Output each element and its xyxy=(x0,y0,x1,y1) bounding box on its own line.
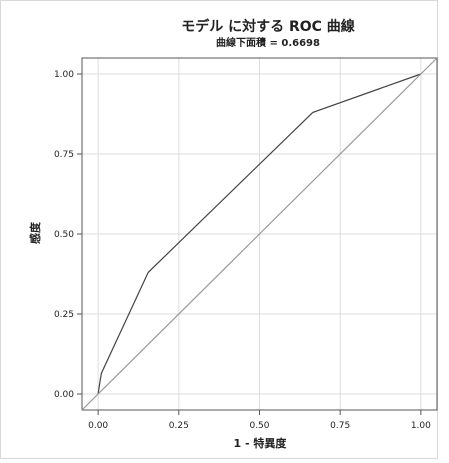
chart-border xyxy=(0,0,438,459)
reference-diagonal-line xyxy=(81,57,438,411)
y-tick-label-3: 0.75 xyxy=(54,150,74,160)
series-layer xyxy=(81,57,438,411)
y-tick-label-0: 0.00 xyxy=(54,390,74,400)
x-tick-label-1: 0.25 xyxy=(169,421,189,431)
y-tick-label-4: 1.00 xyxy=(54,70,74,80)
roc-curve-line xyxy=(97,73,422,395)
y-tick-label-1: 0.25 xyxy=(54,310,74,320)
x-tick-label-0: 0.00 xyxy=(88,421,108,431)
y-axis-label: 感度 xyxy=(28,221,42,244)
x-axis-ticks: 0.00 0.25 0.50 0.75 1.00 xyxy=(88,410,431,431)
y-axis-ticks: 0.00 0.25 0.50 0.75 1.00 xyxy=(54,70,82,400)
grid-lines xyxy=(82,58,437,410)
chart-title: モデル に対する ROC 曲線 xyxy=(181,18,355,35)
y-tick-label-2: 0.50 xyxy=(54,230,74,240)
x-axis-label: 1 - 特異度 xyxy=(234,436,288,450)
x-tick-label-3: 0.75 xyxy=(330,421,350,431)
chart-subtitle: 曲線下面積 = 0.6698 xyxy=(216,36,320,49)
x-tick-label-4: 1.00 xyxy=(411,421,431,431)
x-tick-label-2: 0.50 xyxy=(249,421,269,431)
